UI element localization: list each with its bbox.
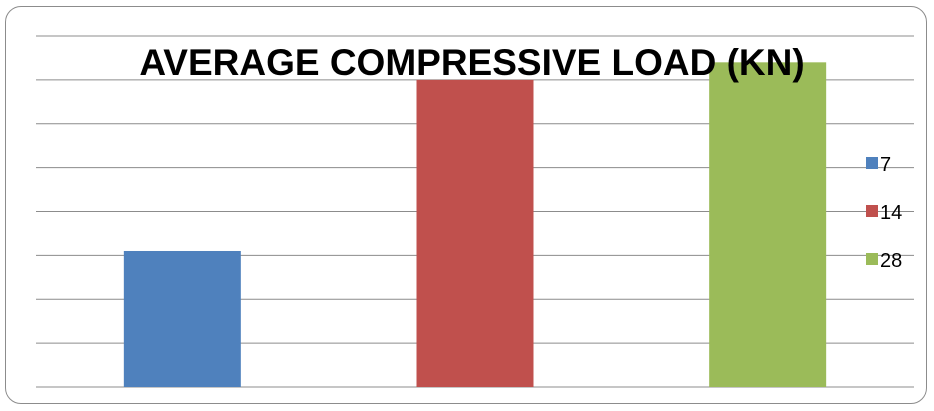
legend-swatch-7 xyxy=(866,157,878,169)
bar-7 xyxy=(123,250,241,387)
legend-label-28: 28 xyxy=(880,250,902,272)
legend-label-14: 14 xyxy=(880,202,902,224)
legend-label-7: 7 xyxy=(880,154,891,176)
bar-28 xyxy=(709,62,827,387)
legend-swatch-28 xyxy=(866,253,878,265)
legend: 7 14 28 xyxy=(866,154,902,272)
legend-swatch-14 xyxy=(866,205,878,217)
chart-title: AVERAGE COMPRESSIVE LOAD (KN) xyxy=(139,42,804,83)
bars xyxy=(123,62,827,387)
bar-14 xyxy=(416,79,534,387)
